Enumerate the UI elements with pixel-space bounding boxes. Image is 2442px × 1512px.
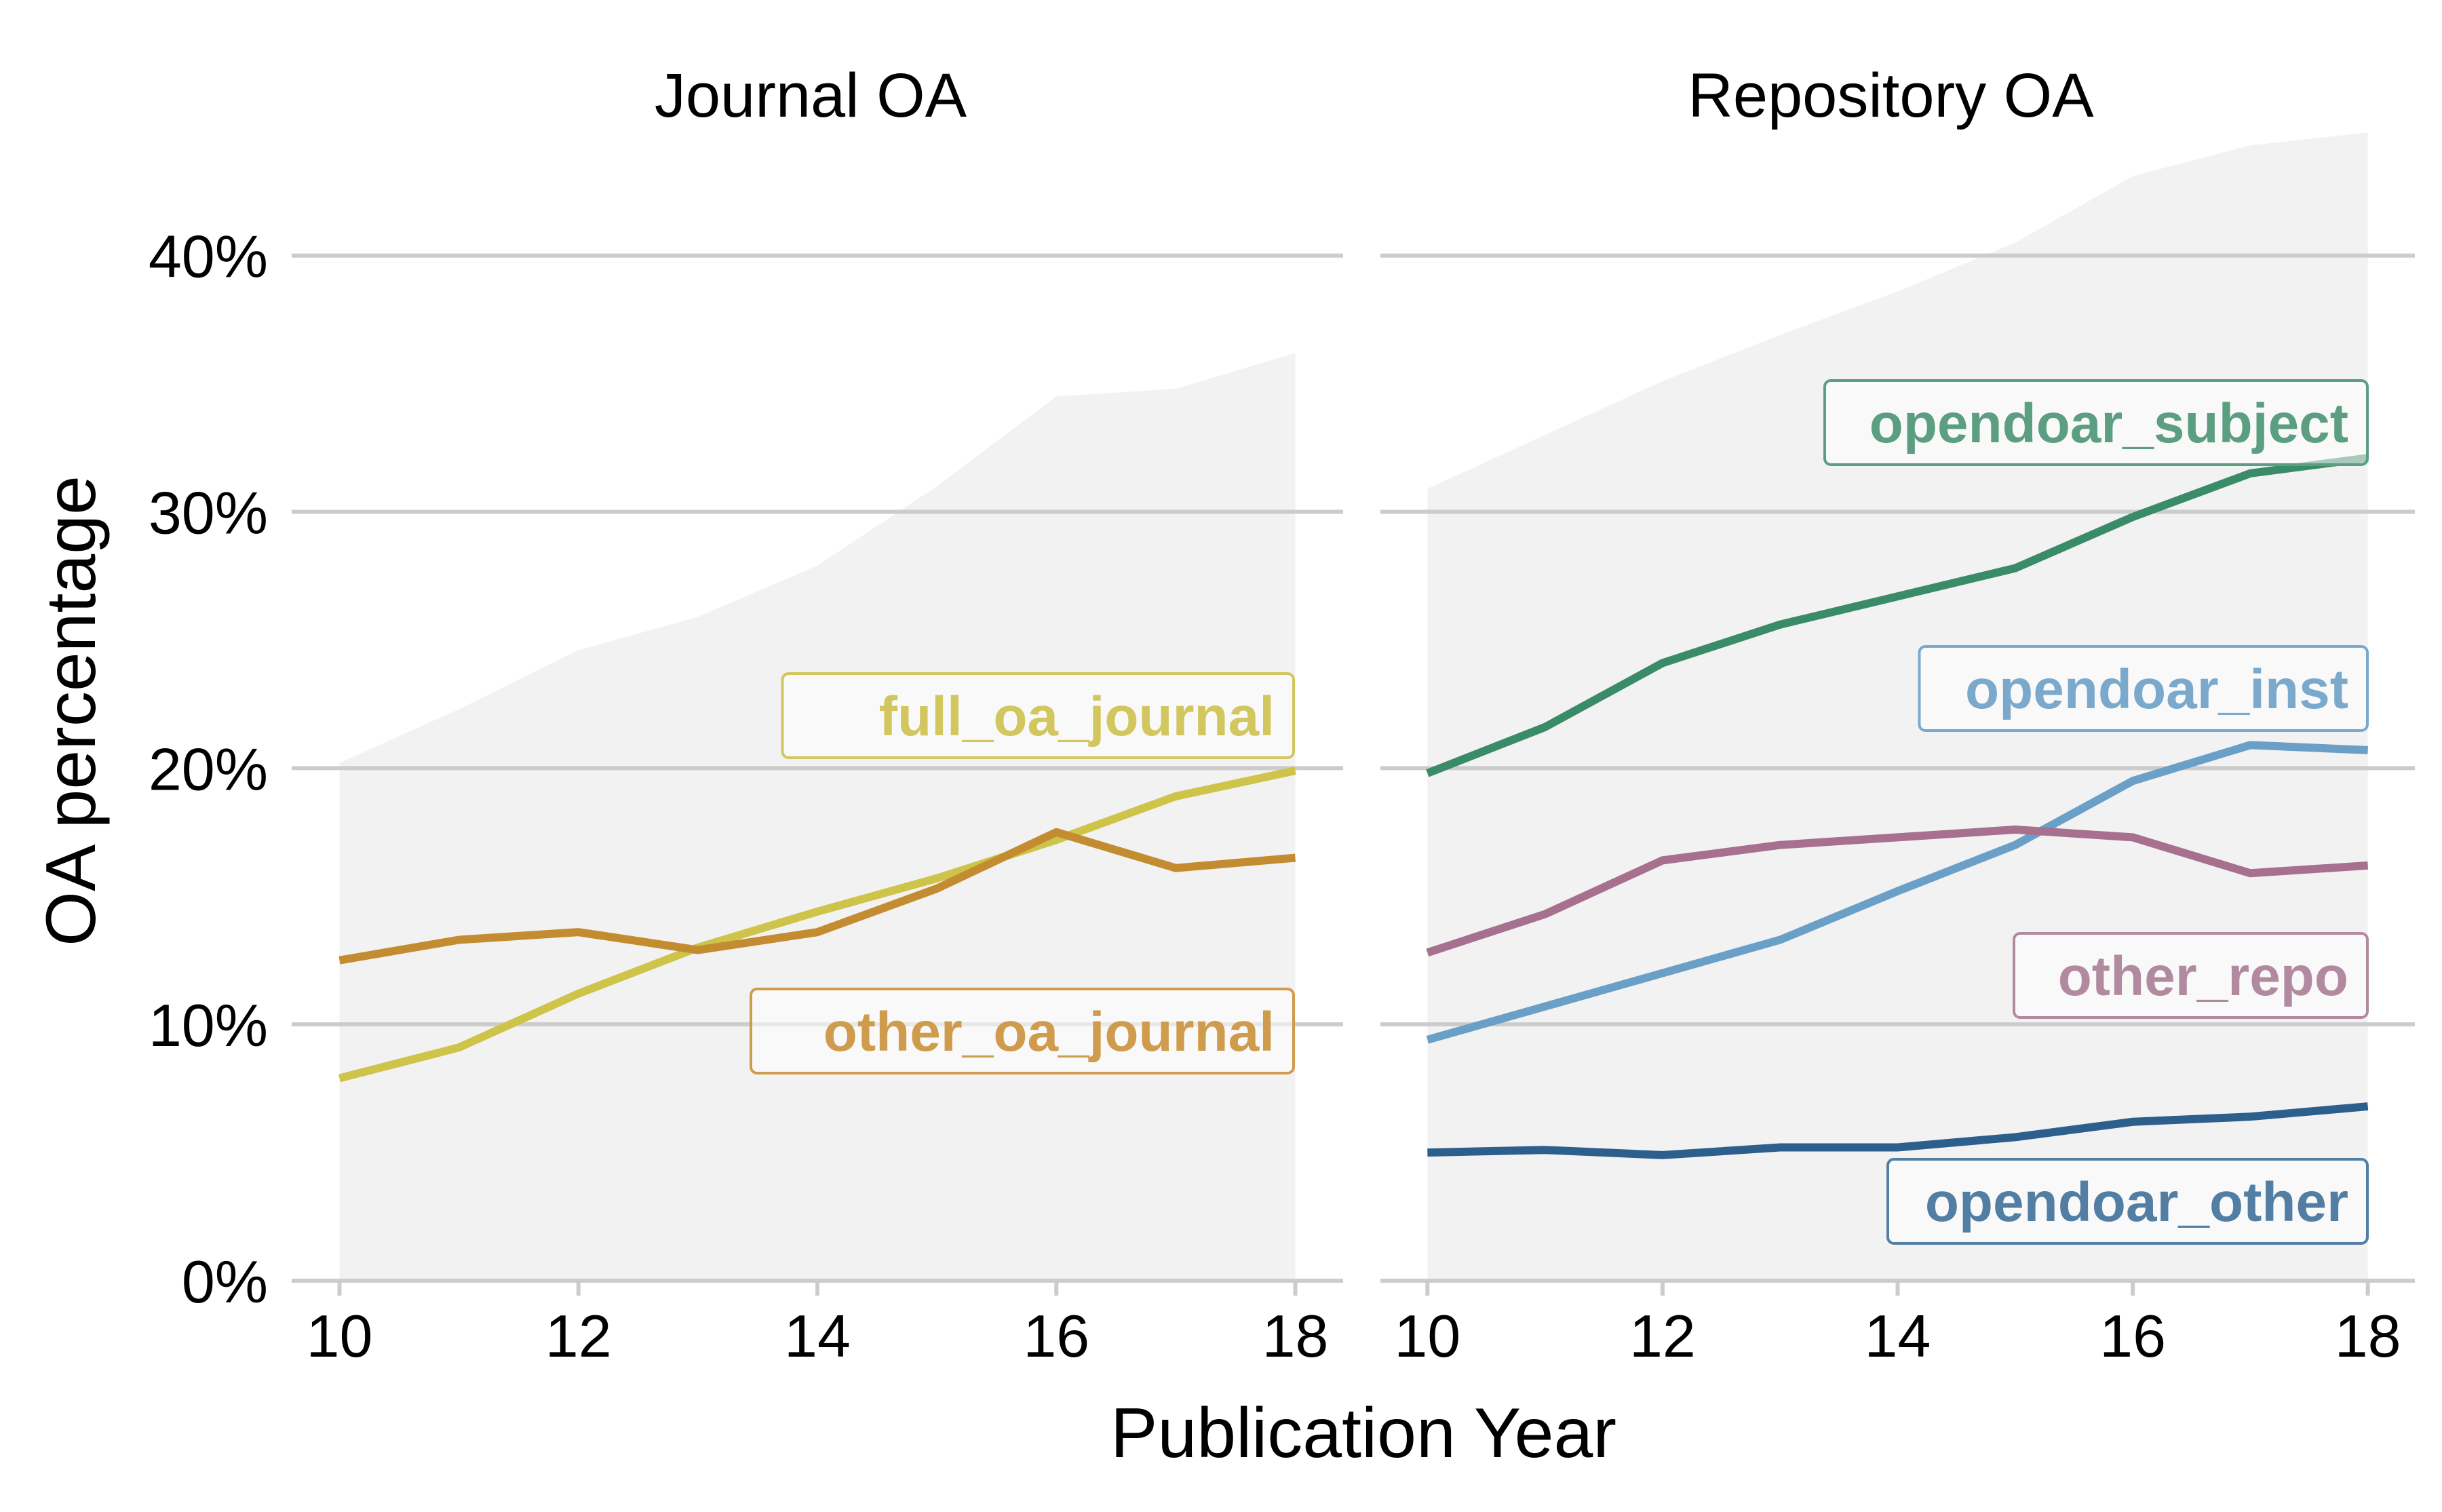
series-lines-layer: [338, 454, 2369, 1159]
series-label-box-other-repo: [2013, 932, 2369, 1019]
series-label-opendoar-inst: opendoar_inst: [1918, 645, 2369, 732]
series-line-other-oa-journal: [338, 828, 1296, 965]
series-line-opendoar-subject: [1426, 454, 2369, 777]
series-label-text-opendoar-inst: opendoar_inst: [1965, 659, 2348, 720]
y-tick-label-0: 0%: [182, 1248, 268, 1315]
series-line-other-repo: [1426, 826, 2369, 957]
series-line-full-oa-journal: [338, 767, 1296, 1083]
journal-oa-total-area: [339, 353, 1296, 1281]
y-tick-label-40: 40%: [149, 223, 268, 290]
repository-oa-x-tick-label-16: 16: [2099, 1302, 2166, 1370]
series-label-full-oa-journal: full_oa_journal: [781, 672, 1295, 759]
tick-labels-layer: 10 12 14 16 18 10 12 14 16 18 0% 10% 20% 30% 40%: [149, 223, 2401, 1370]
series-label-box-full-oa-journal: [781, 672, 1295, 759]
series-label-box-opendoar-inst: [1918, 645, 2369, 732]
repository-oa-x-tick-label-14: 14: [1865, 1302, 1931, 1370]
series-label-text-other-repo: other_repo: [2058, 946, 2348, 1007]
y-tick-label-10: 10%: [149, 992, 268, 1059]
series-label-other-oa-journal: other_oa_journal: [750, 988, 1295, 1074]
series-line-opendoar-other: [1427, 1102, 2369, 1159]
x-axis-title: Publication Year: [1110, 1394, 1616, 1473]
series-label-text-full-oa-journal: full_oa_journal: [879, 686, 1275, 748]
series-label-opendoar-subject: opendoar_subject: [1823, 379, 2369, 466]
y-tick-label-20: 20%: [149, 735, 268, 802]
series-label-box-opendoar-other: [1886, 1158, 2369, 1245]
y-axis-title: OA percentage: [32, 476, 111, 946]
journal-oa-x-tick-label-10: 10: [307, 1302, 373, 1370]
series-label-text-opendoar-other: opendoar_other: [1925, 1171, 2348, 1233]
repository-oa-x-tick-label-12: 12: [1629, 1302, 1696, 1370]
series-label-text-other-oa-journal: other_oa_journal: [823, 1001, 1275, 1063]
series-line-opendoar-inst: [1426, 741, 2368, 1044]
journal-oa-x-tick-label-18: 18: [1262, 1302, 1329, 1370]
series-label-other-repo: other_repo: [2013, 932, 2369, 1019]
journal-oa-x-tick-label-16: 16: [1023, 1302, 1089, 1370]
journal-oa-x-tick-label-12: 12: [545, 1302, 612, 1370]
panel-title-repository-oa: Repository OA: [1688, 61, 2094, 130]
titles-layer: Journal OA Repository OA Publication Year O…: [32, 61, 2094, 1473]
series-labels-layer: full_oa_journal other_oa_journal opendoar_…: [750, 379, 2369, 1245]
y-tick-label-30: 30%: [149, 480, 268, 547]
journal-oa-x-tick-label-14: 14: [784, 1302, 851, 1370]
gridlines-layer: [292, 253, 2415, 1027]
repository-oa-x-tick-label-18: 18: [2335, 1302, 2401, 1370]
repository-oa-x-tick-label-10: 10: [1394, 1302, 1460, 1370]
series-label-box-other-oa-journal: [750, 988, 1295, 1074]
series-label-box-opendoar-subject: [1823, 379, 2369, 466]
series-label-opendoar-other: opendoar_other: [1886, 1158, 2369, 1245]
series-label-text-opendoar-subject: opendoar_subject: [1869, 393, 2348, 454]
axes-layer: [292, 1279, 2415, 1296]
panel-title-journal-oa: Journal OA: [655, 61, 967, 130]
